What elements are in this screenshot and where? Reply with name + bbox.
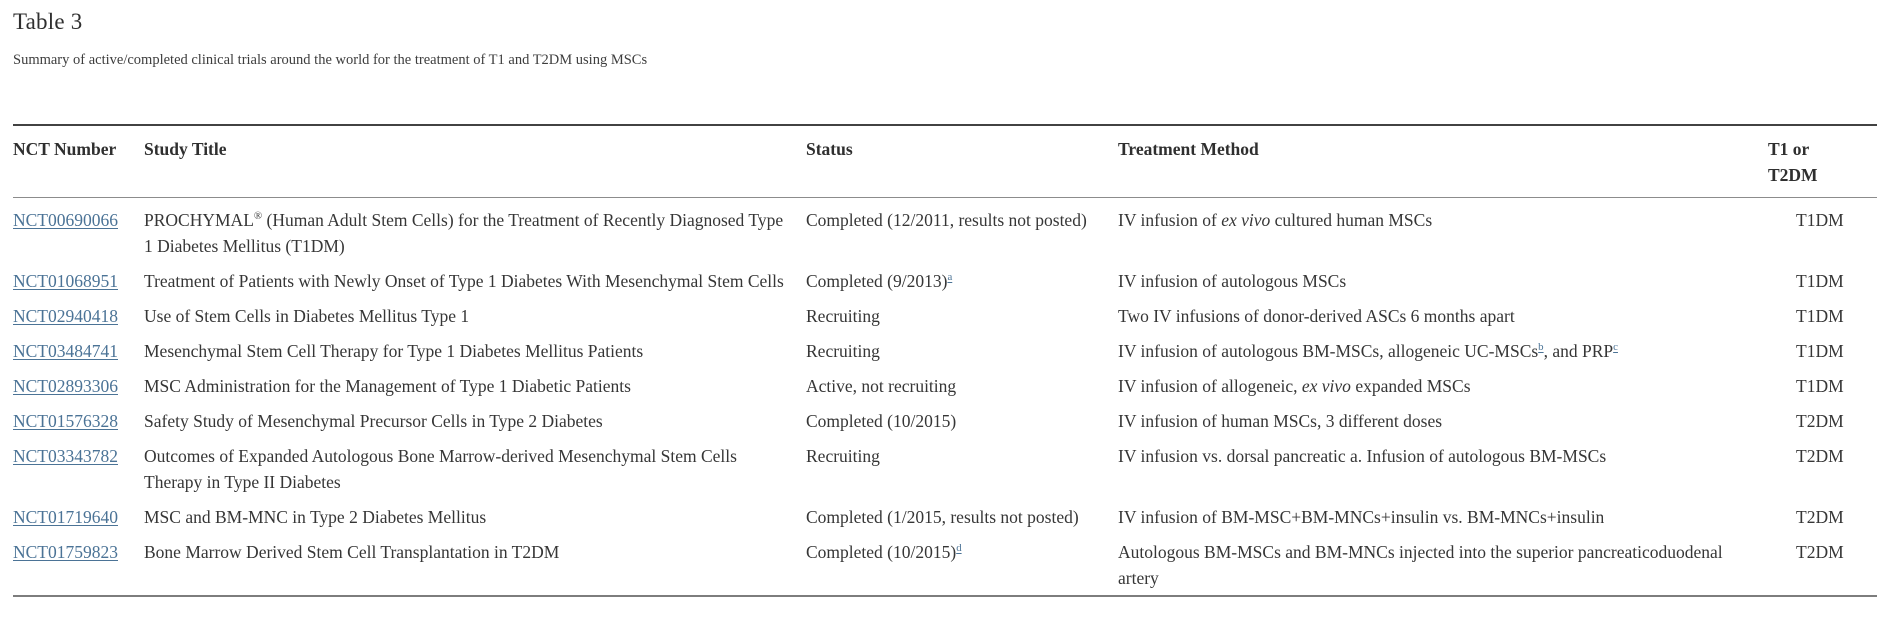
diabetes-type-cell: T1DM (1796, 306, 1844, 326)
table-row: NCT01576328 Safety Study of Mesenchymal P… (13, 403, 1877, 438)
nct-link[interactable]: NCT02893306 (13, 376, 118, 396)
study-title-cell: Safety Study of Mesenchymal Precursor Ce… (144, 411, 603, 431)
study-title-cell: Use of Stem Cells in Diabetes Mellitus T… (144, 306, 470, 326)
diabetes-type-cell: T2DM (1796, 507, 1844, 527)
diabetes-type-cell: T1DM (1796, 271, 1844, 291)
registered-trademark-symbol: ® (253, 210, 263, 223)
nct-link[interactable]: NCT00690066 (13, 210, 118, 230)
table-row: NCT02893306 MSC Administration for the Ma… (13, 368, 1877, 403)
nct-number-cell: NCT02940418 (13, 298, 144, 333)
table-caption: Summary of active/completed clinical tri… (13, 52, 648, 68)
diabetes-type-cell: T1DM (1796, 376, 1844, 396)
treatment-method-cell: IV infusion of autologous BM-MSCs, allog… (1118, 341, 1618, 361)
treatment-method-cell: IV infusion of autologous MSCs (1118, 271, 1347, 291)
nct-number-cell: NCT01719640 (13, 499, 144, 534)
footnote-marker: a (947, 271, 952, 283)
diabetes-type-cell: T2DM (1796, 411, 1844, 431)
status-cell: Completed (1/2015, results not posted) (806, 507, 1079, 527)
status-cell: Completed (9/2013)a (806, 271, 953, 291)
diabetes-type-cell: T1DM (1796, 210, 1844, 230)
table-row: NCT03484741 Mesenchymal Stem Cell Therapy… (13, 333, 1877, 368)
nct-link[interactable]: NCT01068951 (13, 271, 118, 291)
treatment-method-cell: Two IV infusions of donor-derived ASCs 6… (1118, 306, 1515, 326)
footnote-marker: b (1538, 341, 1543, 353)
header-status: Status (806, 125, 1118, 198)
status-cell: Active, not recruiting (806, 376, 957, 396)
table-row: NCT01719640 MSC and BM-MNC in Type 2 Diab… (13, 499, 1877, 534)
table-title: Table 3 (13, 9, 83, 34)
study-title-cell: MSC and BM-MNC in Type 2 Diabetes Mellit… (144, 507, 487, 527)
footnote-link-d[interactable]: d (956, 542, 962, 555)
header-study-title: Study Title (144, 125, 806, 198)
table-body: NCT00690066 PROCHYMAL® (Human Adult Stem … (13, 198, 1877, 597)
nct-number-cell: NCT00690066 (13, 198, 144, 264)
nct-number-cell: NCT02893306 (13, 368, 144, 403)
nct-link[interactable]: NCT03484741 (13, 341, 118, 361)
nct-link[interactable]: NCT02940418 (13, 306, 118, 326)
nct-number-cell: NCT01576328 (13, 403, 144, 438)
treatment-method-cell: IV infusion of BM-MSC+BM-MNCs+insulin vs… (1118, 507, 1605, 527)
treatment-method-cell: IV infusion of allogeneic, ex vivo expan… (1118, 376, 1471, 396)
study-title-cell: Bone Marrow Derived Stem Cell Transplant… (144, 542, 560, 562)
study-title-cell: Mesenchymal Stem Cell Therapy for Type 1… (144, 341, 644, 361)
header-nct-number: NCT Number (13, 125, 144, 198)
status-cell: Completed (10/2015)d (806, 542, 962, 562)
nct-number-cell: NCT03343782 (13, 438, 144, 499)
status-cell: Recruiting (806, 341, 880, 361)
status-cell: Recruiting (806, 306, 880, 326)
nct-link[interactable]: NCT01719640 (13, 507, 118, 527)
table-row: NCT03343782 Outcomes of Expanded Autologo… (13, 438, 1877, 499)
study-title-cell: MSC Administration for the Management of… (144, 376, 631, 396)
study-title-cell: Treatment of Patients with Newly Onset o… (144, 271, 784, 291)
table-row: NCT02940418 Use of Stem Cells in Diabetes… (13, 298, 1877, 333)
treatment-method-cell: IV infusion of ex vivo cultured human MS… (1118, 210, 1433, 230)
status-cell: Recruiting (806, 446, 880, 466)
status-cell: Completed (10/2015) (806, 411, 957, 431)
footnote-link-c[interactable]: c (1613, 341, 1618, 354)
study-title-cell: PROCHYMAL® (Human Adult Stem Cells) for … (144, 210, 784, 256)
status-cell: Completed (12/2011, results not posted) (806, 210, 1087, 230)
nct-link[interactable]: NCT01576328 (13, 411, 118, 431)
footnote-marker: d (956, 542, 961, 554)
header-treatment-method: Treatment Method (1118, 125, 1768, 198)
table-row: NCT01759823 Bone Marrow Derived Stem Cell… (13, 534, 1877, 596)
treatment-method-cell: IV infusion of human MSCs, 3 different d… (1118, 411, 1443, 431)
italic-text: ex vivo (1221, 210, 1271, 230)
footnote-marker: c (1613, 341, 1618, 353)
italic-text: ex vivo (1301, 376, 1351, 396)
footnote-link-b[interactable]: b (1538, 341, 1544, 354)
diabetes-type-cell: T2DM (1796, 446, 1844, 466)
table-header-row: NCT Number Study Title Status Treatment … (13, 125, 1877, 198)
table-row: NCT01068951 Treatment of Patients with Ne… (13, 263, 1877, 298)
clinical-trials-table: NCT Number Study Title Status Treatment … (13, 124, 1877, 597)
nct-number-cell: NCT03484741 (13, 333, 144, 368)
diabetes-type-cell: T1DM (1796, 341, 1844, 361)
header-t1-or-t2dm: T1 or T2DM (1768, 125, 1877, 198)
table-row: NCT00690066 PROCHYMAL® (Human Adult Stem … (13, 198, 1877, 264)
treatment-method-cell: Autologous BM-MSCs and BM-MNCs injected … (1118, 542, 1723, 588)
study-title-cell: Outcomes of Expanded Autologous Bone Mar… (144, 446, 737, 492)
footnote-link-a[interactable]: a (947, 271, 953, 284)
nct-number-cell: NCT01068951 (13, 263, 144, 298)
page: Table 3 Summary of active/completed clin… (13, 9, 1877, 597)
diabetes-type-cell: T2DM (1796, 542, 1844, 562)
treatment-method-cell: IV infusion vs. dorsal pancreatic a. Inf… (1118, 446, 1607, 466)
nct-link[interactable]: NCT01759823 (13, 542, 118, 562)
nct-number-cell: NCT01759823 (13, 534, 144, 596)
nct-link[interactable]: NCT03343782 (13, 446, 118, 466)
